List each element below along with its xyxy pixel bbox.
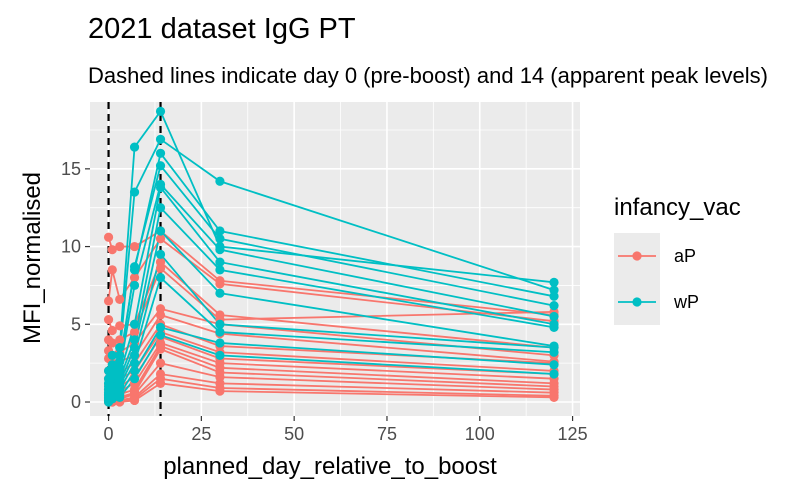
data-point-aP (155, 310, 166, 320)
data-point-aP (115, 294, 125, 305)
data-point-wP (215, 245, 225, 255)
data-point-aP (215, 386, 225, 396)
data-point-wP (129, 262, 140, 272)
data-point-wP (129, 350, 140, 360)
data-point-wP (215, 234, 225, 244)
data-point-wP (107, 394, 117, 404)
axis-ticks: 0 25 50 75 100 125 0 5 10 15 (61, 159, 588, 444)
data-point-wP (129, 358, 140, 368)
data-point-aP (115, 335, 125, 345)
data-point-aP (103, 232, 114, 242)
x-tick-label: 25 (191, 424, 211, 444)
data-point-wP (549, 369, 559, 379)
data-point-aP (107, 325, 117, 336)
legend-point-aP (632, 251, 642, 261)
y-tick-label: 10 (61, 237, 81, 257)
data-point-wP (155, 182, 166, 193)
x-tick-label: 75 (377, 424, 397, 444)
data-point-wP (129, 142, 140, 152)
data-point-wP (155, 148, 166, 158)
data-point-wP (215, 350, 225, 360)
x-tick-label: 100 (465, 424, 495, 444)
data-point-aP (129, 395, 140, 406)
data-point-wP (115, 343, 125, 353)
data-point-wP (549, 322, 559, 332)
data-point-wP (155, 273, 166, 283)
data-point-wP (155, 330, 166, 340)
data-point-wP (215, 265, 225, 275)
data-point-wP (129, 280, 140, 291)
data-point-aP (115, 241, 125, 252)
data-point-wP (549, 291, 559, 301)
legend-point-wP (632, 297, 642, 307)
chart-subtitle: Dashed lines indicate day 0 (pre-boost) … (88, 63, 768, 88)
data-point-aP (107, 245, 117, 255)
data-point-wP (215, 288, 225, 298)
data-point-aP (155, 263, 166, 273)
data-point-wP (215, 257, 225, 267)
data-point-aP (103, 296, 114, 306)
y-tick-label: 5 (71, 314, 81, 334)
data-point-wP (215, 327, 225, 337)
data-point-wP (155, 161, 166, 171)
legend-label-aP: aP (674, 246, 696, 266)
y-axis-title: MFI_normalised (19, 172, 46, 344)
data-point-wP (107, 350, 117, 360)
data-point-wP (155, 322, 166, 332)
data-point-wP (155, 249, 166, 259)
legend-label-wP: wP (673, 292, 699, 312)
data-point-wP (155, 226, 166, 236)
data-point-aP (103, 315, 114, 325)
data-point-wP (549, 277, 559, 287)
data-point-wP (549, 347, 559, 357)
data-point-wP (215, 176, 225, 186)
data-point-aP (155, 378, 166, 388)
legend-title: infancy_vac (614, 194, 741, 221)
y-tick-label: 0 (71, 392, 81, 412)
data-point-wP (129, 187, 140, 197)
x-tick-label: 125 (558, 424, 588, 444)
data-point-wP (129, 366, 140, 376)
data-point-wP (115, 392, 125, 402)
data-point-wP (215, 338, 225, 348)
data-point-aP (155, 344, 166, 354)
data-point-wP (155, 106, 166, 116)
data-point-aP (549, 392, 559, 402)
data-point-aP (129, 327, 140, 337)
chart-title: 2021 dataset IgG PT (88, 13, 356, 45)
x-tick-label: 0 (104, 424, 114, 444)
legend: infancy_vac aP wP (614, 194, 741, 325)
data-point-wP (129, 374, 140, 384)
data-point-wP (129, 343, 140, 353)
x-axis-title: planned_day_relative_to_boost (163, 453, 497, 480)
x-tick-label: 50 (284, 424, 304, 444)
data-point-wP (155, 134, 166, 144)
data-point-wP (215, 319, 225, 329)
data-point-aP (155, 358, 166, 368)
data-point-wP (549, 311, 559, 322)
data-point-wP (155, 203, 166, 213)
data-point-aP (107, 265, 117, 275)
data-point-wP (549, 301, 559, 311)
data-point-aP (155, 234, 166, 244)
series-points (103, 106, 559, 407)
data-point-aP (107, 338, 117, 348)
data-point-wP (549, 360, 559, 370)
data-point-aP (215, 279, 225, 289)
data-point-wP (129, 319, 140, 329)
data-point-wP (215, 226, 225, 236)
data-point-aP (129, 273, 140, 283)
y-tick-label: 15 (61, 159, 81, 179)
data-point-aP (129, 241, 140, 252)
data-point-aP (115, 321, 125, 331)
data-point-wP (129, 335, 140, 345)
